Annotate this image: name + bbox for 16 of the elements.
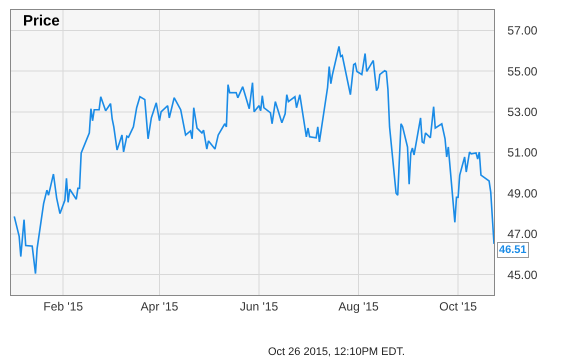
- x-tick-label: Aug '15: [338, 299, 380, 314]
- y-tick-label: 49.00: [507, 186, 538, 200]
- text: Oct 26 2015, 12:10PM EDT.: [268, 346, 405, 358]
- x-tick-label: Oct '15: [439, 299, 478, 314]
- y-tick-label: 57.00: [507, 24, 538, 38]
- y-tick-label: 47.00: [507, 227, 538, 242]
- x-tick-label: Feb '15: [43, 299, 84, 314]
- y-tick-label: 51.00: [507, 146, 538, 160]
- data-label: 46.51: [499, 244, 527, 256]
- line-series: [13, 46, 494, 274]
- y-tick-label: 53.00: [507, 104, 538, 119]
- y-tick-label: 55.00: [507, 64, 538, 78]
- y-tick-label: 45.00: [507, 268, 538, 282]
- chart-title: Price: [23, 12, 60, 30]
- x-tick-label: Apr '15: [140, 299, 179, 314]
- x-tick-label: Jun '15: [240, 299, 279, 314]
